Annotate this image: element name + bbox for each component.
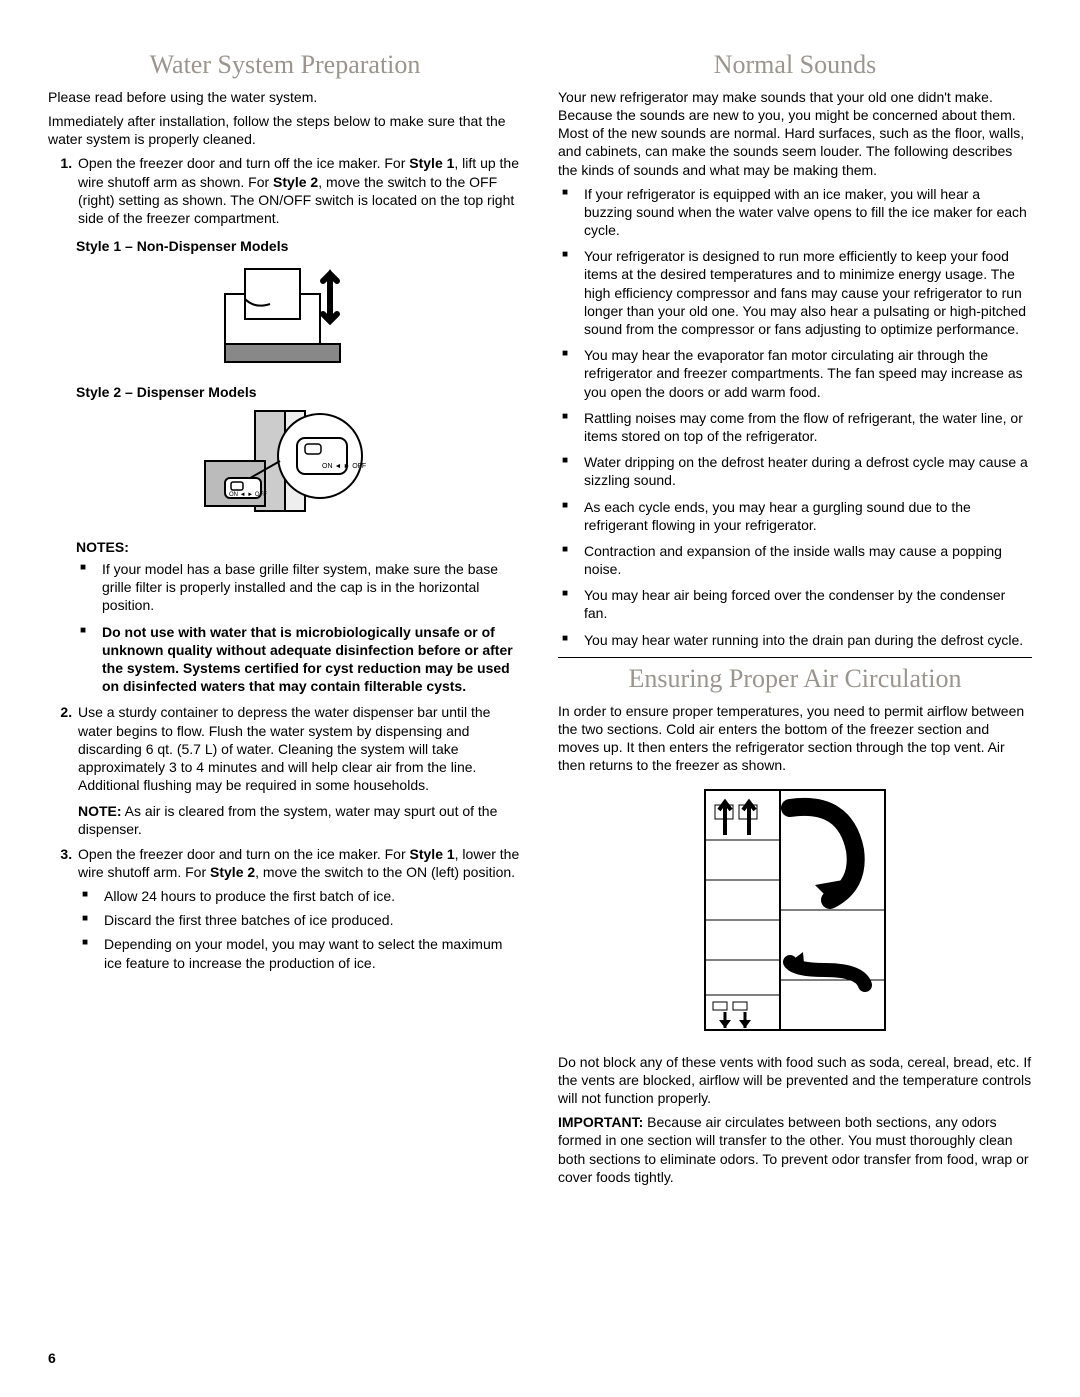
step-3: Open the freezer door and turn on the ic… — [76, 845, 522, 972]
step2-text: Use a sturdy container to depress the wa… — [78, 704, 490, 793]
step3-text-c: , move the switch to the ON (left) posit… — [255, 864, 515, 880]
steps-list-cont: Use a sturdy container to depress the wa… — [48, 703, 522, 971]
figure-air-circulation — [558, 780, 1032, 1044]
ns-item-2: Your refrigerator is designed to run mor… — [580, 247, 1032, 338]
ns-item-8: You may hear air being forced over the c… — [580, 586, 1032, 622]
heading-air-circulation: Ensuring Proper Air Circulation — [558, 657, 1032, 696]
heading-normal-sounds: Normal Sounds — [558, 48, 1032, 82]
svg-text:ON ◄ ► OFF: ON ◄ ► OFF — [229, 492, 267, 498]
note-2: Do not use with water that is microbiolo… — [98, 623, 522, 696]
ns-item-7: Contraction and expansion of the inside … — [580, 542, 1032, 578]
step3-sub3: Depending on your model, you may want to… — [100, 935, 522, 971]
ns-item-4: Rattling noises may come from the flow o… — [580, 409, 1032, 445]
normal-sounds-list: If your refrigerator is equipped with an… — [558, 185, 1032, 649]
style1-label: Style 1 – Non-Dispenser Models — [76, 237, 522, 255]
ns-item-5: Water dripping on the defrost heater dur… — [580, 453, 1032, 489]
style2-label: Style 2 – Dispenser Models — [76, 383, 522, 401]
step1-style2: Style 2 — [273, 174, 318, 190]
note-1: If your model has a base grille filter s… — [98, 560, 522, 615]
figure-style1 — [48, 259, 522, 373]
two-column-layout: Water System Preparation Please read bef… — [48, 40, 1032, 1339]
ns-item-1: If your refrigerator is equipped with an… — [580, 185, 1032, 240]
step3-style1: Style 1 — [410, 846, 455, 862]
heading-water-system: Water System Preparation — [48, 48, 522, 82]
intro-text-2: Immediately after installation, follow t… — [48, 112, 522, 148]
ns-item-3: You may hear the evaporator fan motor ci… — [580, 346, 1032, 401]
intro-text-1: Please read before using the water syste… — [48, 88, 522, 106]
step3-sub1: Allow 24 hours to produce the first batc… — [100, 887, 522, 905]
left-column: Water System Preparation Please read bef… — [48, 40, 522, 1339]
step-1: Open the freezer door and turn off the i… — [76, 154, 522, 227]
step3-sublist: Allow 24 hours to produce the first batc… — [78, 887, 522, 972]
air-circ-intro: In order to ensure proper temperatures, … — [558, 702, 1032, 775]
step1-text-a: Open the freezer door and turn off the i… — [78, 155, 409, 171]
ns-item-9: You may hear water running into the drai… — [580, 631, 1032, 649]
step2-note-text: As air is cleared from the system, water… — [78, 803, 497, 837]
step2-note-label: NOTE: — [78, 803, 122, 819]
right-column: Normal Sounds Your new refrigerator may … — [558, 40, 1032, 1339]
notes-label: NOTES: — [76, 538, 522, 556]
step3-text-a: Open the freezer door and turn on the ic… — [78, 846, 410, 862]
step-2: Use a sturdy container to depress the wa… — [76, 703, 522, 838]
normal-sounds-intro: Your new refrigerator may make sounds th… — [558, 88, 1032, 179]
step2-note: NOTE: As air is cleared from the system,… — [78, 802, 522, 838]
steps-list: Open the freezer door and turn off the i… — [48, 154, 522, 227]
step3-style2: Style 2 — [210, 864, 255, 880]
important-label: IMPORTANT: — [558, 1114, 643, 1130]
step3-sub2: Discard the first three batches of ice p… — [100, 911, 522, 929]
svg-text:ON ◄ ► OFF: ON ◄ ► OFF — [322, 463, 366, 470]
step1-style1: Style 1 — [409, 155, 454, 171]
figure-style2: ON ◄ ► OFF ON ◄ ► OFF — [48, 406, 522, 530]
air-circ-p2: Do not block any of these vents with foo… — [558, 1053, 1032, 1108]
page-number: 6 — [48, 1349, 1032, 1367]
ns-item-6: As each cycle ends, you may hear a gurgl… — [580, 498, 1032, 534]
manual-page: Water System Preparation Please read bef… — [0, 0, 1080, 1397]
notes-list: If your model has a base grille filter s… — [76, 560, 522, 695]
air-circ-important: IMPORTANT: Because air circulates betwee… — [558, 1113, 1032, 1186]
